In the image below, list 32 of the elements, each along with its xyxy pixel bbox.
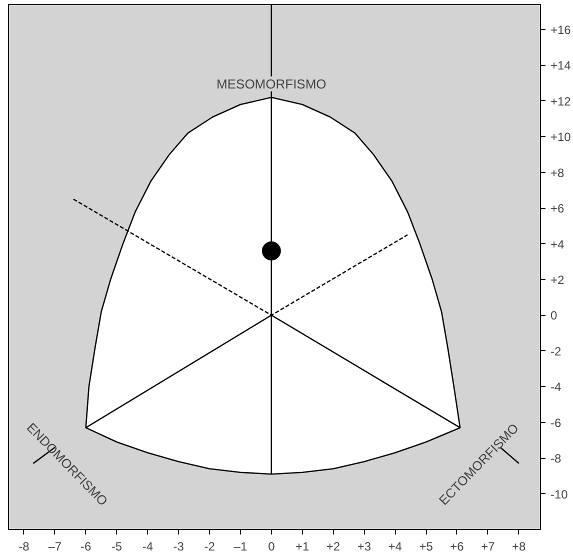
x-tick-label: +8 [512, 540, 526, 554]
y-tick-label: -6 [550, 416, 562, 430]
annotation: MESOMORFISMO [216, 76, 326, 92]
x-tick-label: +2 [326, 540, 340, 554]
x-tick-label: -3 [173, 540, 184, 554]
x-tick-label: +7 [481, 540, 496, 554]
x-tick-label: –1 [234, 540, 248, 554]
x-tick-label: –7 [48, 540, 62, 554]
y-tick-label: -10 [550, 487, 568, 502]
y-tick-label: +8 [550, 166, 565, 180]
x-tick-label: +5 [419, 540, 434, 554]
x-tick-label: +3 [357, 540, 372, 554]
y-tick-label: 0 [550, 308, 558, 323]
y-tick-label: +12 [550, 94, 572, 108]
x-tick-label: +1 [295, 540, 310, 554]
y-tick-label: +4 [550, 237, 565, 252]
y-tick-label: +16 [550, 23, 572, 37]
x-tick-label: -8 [18, 540, 30, 554]
x-tick-label: -5 [111, 540, 122, 554]
y-tick-label: +14 [550, 58, 572, 73]
y-tick-label: +2 [550, 273, 565, 287]
x-tick-label: +6 [450, 540, 464, 554]
x-tick-label: -6 [80, 540, 92, 554]
y-tick-label: -4 [550, 380, 562, 394]
x-tick-label: -4 [142, 540, 154, 554]
y-tick-label: -2 [550, 344, 562, 358]
x-tick-label: -2 [204, 540, 216, 554]
x-tick-label: +4 [388, 540, 402, 554]
y-tick-label: -8 [550, 452, 562, 466]
y-tick-label: +6 [550, 202, 565, 216]
x-tick-label: 0 [268, 540, 276, 554]
y-tick-label: +10 [550, 130, 572, 144]
